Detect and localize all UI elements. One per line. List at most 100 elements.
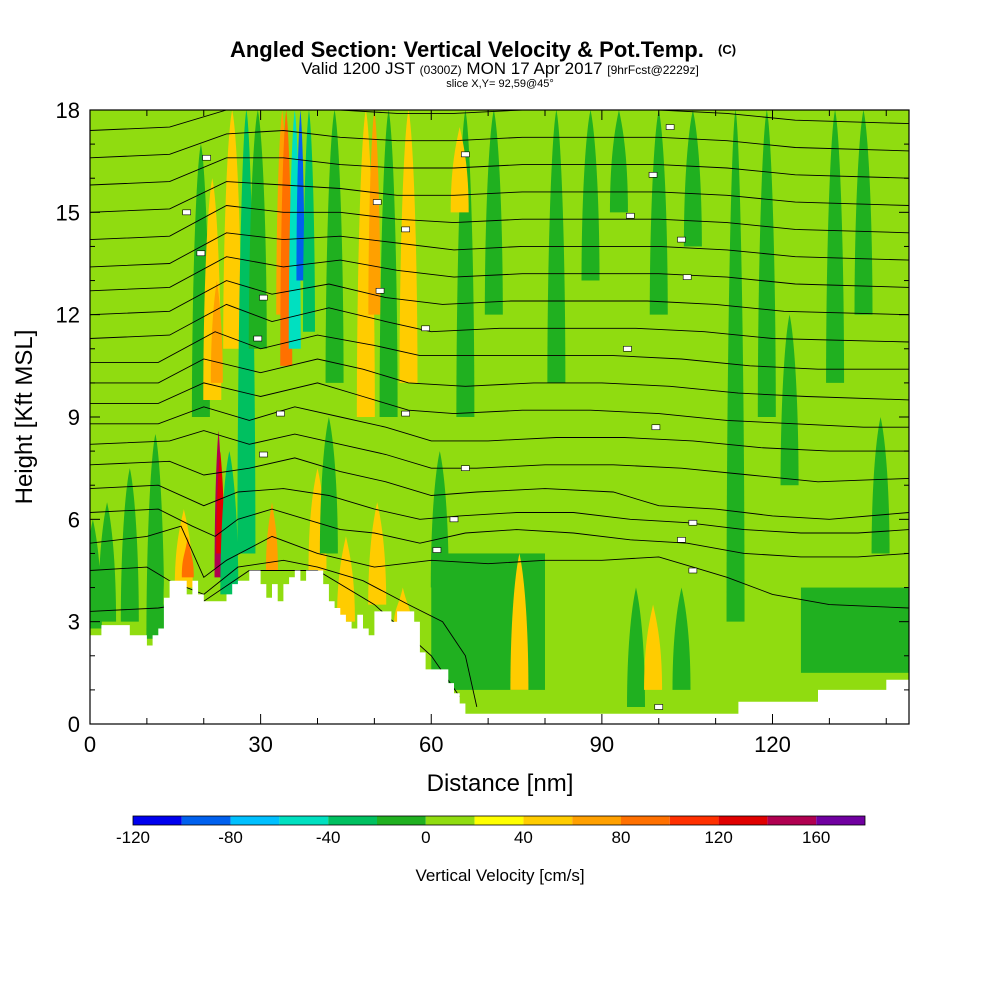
velocity-streak (430, 451, 449, 588)
contour-label (688, 519, 698, 526)
chart-subtitle: Valid 1200 JST (0300Z) MON 17 Apr 2017 [… (301, 59, 699, 78)
contour-label (461, 465, 470, 471)
colorbar-tick-label: -40 (316, 828, 341, 847)
isentrope-line (90, 508, 909, 558)
isentrope-line (90, 358, 909, 401)
velocity-streak (368, 502, 387, 605)
x-tick-label: 30 (248, 732, 272, 757)
contour-label (375, 287, 385, 294)
isentrope-line (90, 457, 909, 520)
velocity-streak (379, 110, 398, 417)
colorbar: -120 -80 -40 0 40 80 120 160 (116, 815, 866, 847)
colorbar-swatch (816, 816, 865, 825)
colorbar-tick-label: 40 (514, 828, 533, 847)
y-tick-label: 15 (56, 200, 80, 225)
colorbar-swatch (279, 816, 329, 825)
colorbar-tick-label: -120 (116, 828, 150, 847)
isentrope-line (90, 525, 909, 609)
velocity-streak (683, 110, 702, 247)
colorbar-tick-label: 160 (802, 828, 830, 847)
velocity-streak (854, 110, 873, 315)
contour-label (259, 451, 268, 458)
contour-label (654, 704, 664, 710)
colorbar-swatch (669, 816, 719, 825)
contour-label (651, 424, 661, 431)
velocity-streak (296, 110, 305, 281)
contour-label (461, 151, 470, 158)
subtitle-forecast: [9hrFcst@2229z] (607, 63, 699, 77)
y-tick-label: 3 (68, 610, 80, 635)
subtitle-valid: Valid 1200 JST (301, 59, 415, 78)
colorbar-swatch (328, 816, 377, 825)
subtitle-date: MON 17 Apr 2017 (466, 59, 602, 78)
contour-label (648, 172, 658, 178)
y-tick-label: 12 (56, 303, 80, 328)
isentrope-line (90, 303, 909, 343)
isentrope-line (90, 406, 909, 452)
x-tick-label: 0 (84, 732, 96, 757)
colorbar-tick-label: 0 (421, 828, 430, 847)
velocity-streak (581, 110, 600, 281)
contour-labels (182, 124, 698, 710)
isentrope-line (90, 157, 909, 186)
contour-label (401, 226, 410, 233)
velocity-streak (220, 451, 239, 595)
colorbar-swatch (230, 816, 280, 825)
colorbar-swatch (718, 816, 768, 825)
isentrope-line (90, 559, 478, 707)
isentrope-line (90, 280, 909, 316)
velocity-streak (368, 110, 381, 315)
chart-title-suffix: (C) (718, 42, 736, 57)
x-tick-label: 90 (590, 732, 614, 757)
contour-label (449, 516, 459, 523)
velocity-streak (826, 110, 845, 383)
velocity-streak (399, 110, 418, 383)
colorbar-swatch (425, 816, 475, 825)
y-tick-label: 0 (68, 712, 80, 737)
contour-label (202, 154, 211, 161)
colorbar-label: Vertical Velocity [cm/s] (415, 866, 584, 885)
velocity-streak (726, 110, 745, 622)
velocity-streak (210, 280, 223, 383)
velocity-streak (649, 110, 668, 315)
isentrope-line (90, 331, 909, 370)
velocity-streak (510, 553, 529, 690)
contour-label (253, 335, 263, 342)
colorbar-swatch (523, 816, 573, 825)
contour-label (665, 124, 675, 130)
terrain-mask (90, 570, 909, 724)
y-axis-label: Height [Kft MSL] (11, 330, 38, 505)
isentrope-line (90, 430, 909, 483)
isentrope-line (90, 382, 909, 428)
velocity-streak (302, 110, 315, 332)
updraft-streaks (90, 110, 890, 707)
velocity-streak (644, 604, 663, 690)
velocity-streak (336, 536, 355, 622)
velocity-streak (780, 314, 799, 486)
colorbar-tick-label: -80 (218, 828, 243, 847)
isentrope-line (90, 232, 909, 268)
velocity-streak (450, 127, 469, 213)
contour-label (259, 294, 268, 301)
contour-label (182, 209, 191, 216)
contour-label (421, 325, 430, 332)
contour-label (432, 547, 442, 553)
colorbar-swatch (133, 816, 182, 825)
colorbar-frame (132, 815, 866, 826)
velocity-streak (319, 417, 338, 554)
isentropes (90, 110, 909, 707)
contour-label (677, 536, 686, 543)
colorbar-swatch (474, 816, 524, 825)
colorbar-swatch (767, 816, 817, 825)
colorbar-swatch (621, 816, 670, 825)
contour-label (677, 236, 686, 243)
y-tick-label: 18 (56, 98, 80, 123)
colorbar-swatch (181, 816, 231, 825)
y-tick-label: 6 (68, 507, 80, 532)
velocity-streak (181, 536, 194, 578)
chart-title: Angled Section: Vertical Velocity & Pot.… (230, 37, 736, 62)
contour-label (276, 410, 285, 417)
x-tick-label: 120 (754, 732, 791, 757)
contour-label (401, 410, 410, 417)
velocity-streak (757, 110, 776, 417)
